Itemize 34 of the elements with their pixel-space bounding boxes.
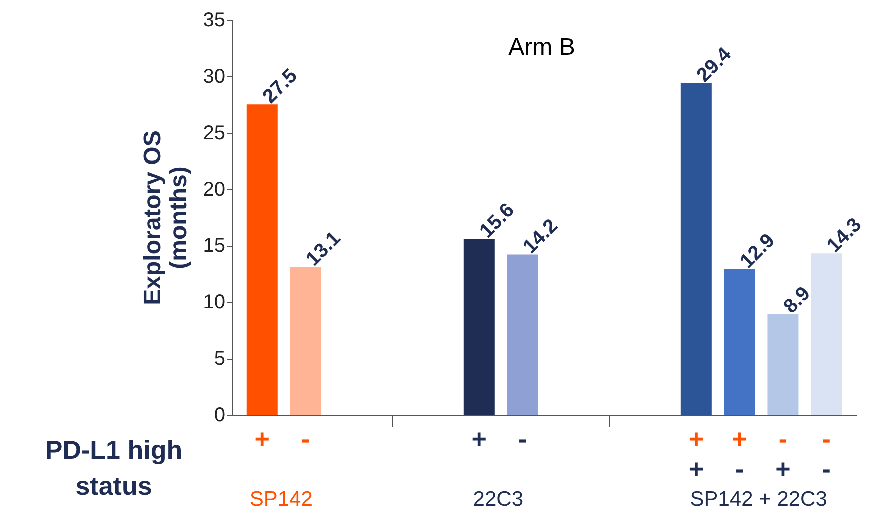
x-tick-label: - [518,424,528,454]
bar [811,254,842,415]
x-tick-label: - + [776,424,791,484]
text: Arm B [508,34,576,61]
bar [724,269,756,415]
bar [768,314,799,415]
bar [680,83,712,415]
bar [290,267,322,415]
y-tick-label: 35 [203,10,226,32]
text: SP142 + 22C3 [690,488,828,511]
x-tick-label: + [472,424,487,454]
y-tick-label: 15 [203,235,226,258]
x-tick-label: + [254,424,270,454]
bar [246,104,278,415]
bar [464,238,495,415]
x-tick-label: - [301,424,310,454]
y-tick-label: 20 [203,178,226,201]
y-tick-label: 0 [214,404,226,426]
text: 22C3 [473,488,524,511]
y-tick-label: 30 [203,66,226,88]
y-tick-label: 10 [203,292,226,314]
y-axis-title: Exploratory OS (months) [139,130,192,306]
data-label: 13.1 [302,228,346,271]
y-tick-label: 25 [203,122,226,144]
x-tick-label: - - [822,424,831,484]
text: SP142 [250,488,313,511]
bar [507,254,538,415]
data-label: 14.3 [823,214,866,258]
data-label: 8.9 [780,282,815,318]
x-axis-title: PD-L1 high status [45,435,183,501]
x-tick-label: + + [688,424,704,484]
y-tick-label: 5 [214,348,226,370]
x-tick-label: + - [732,424,748,484]
data-label: 12.9 [736,230,780,273]
